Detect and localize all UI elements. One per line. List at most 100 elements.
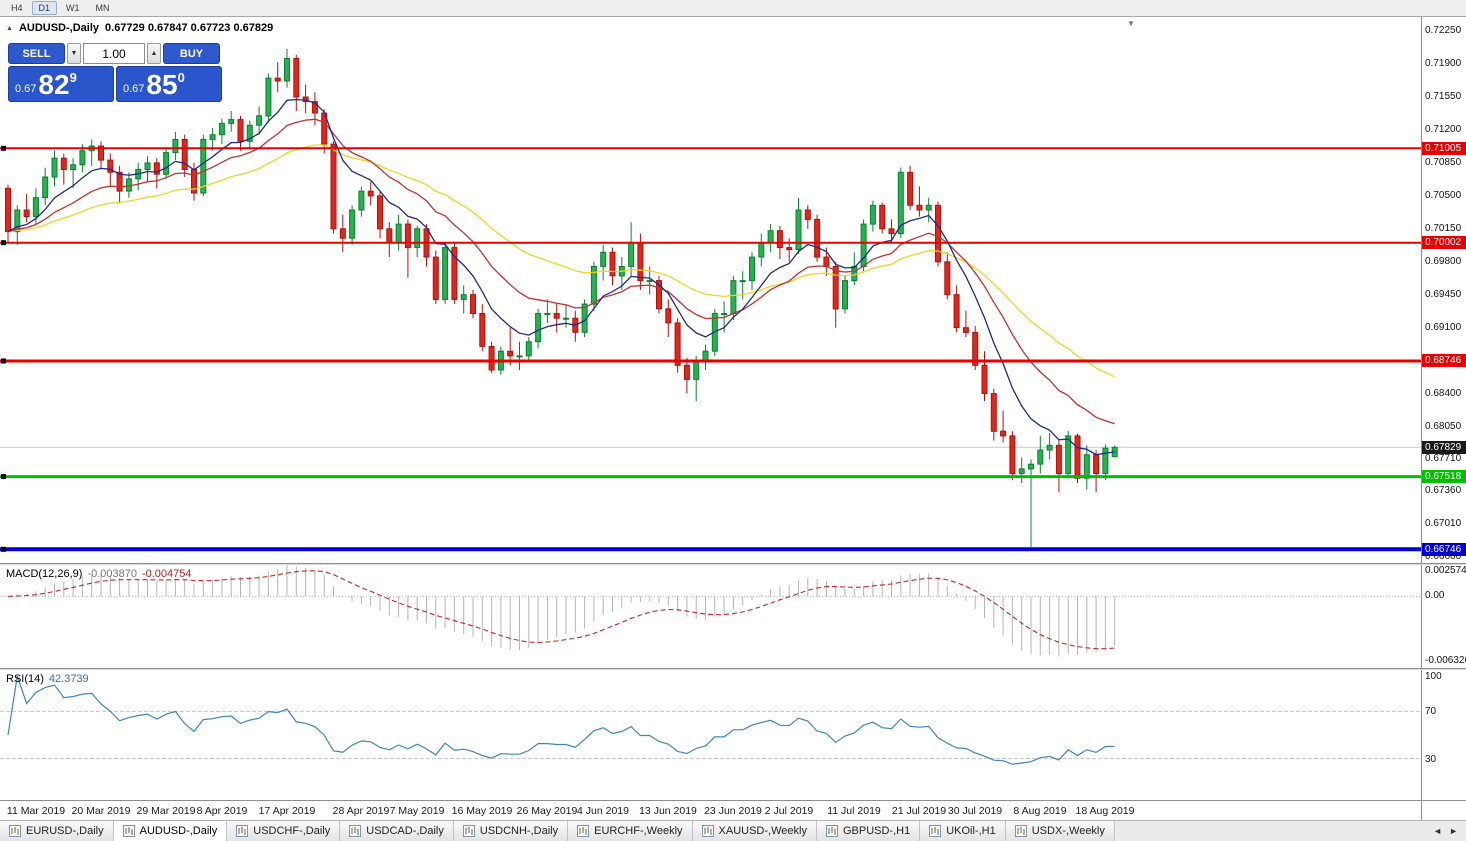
hline-handle[interactable] [1, 474, 6, 480]
period-button-d1[interactable]: D1 [31, 1, 58, 15]
tab-scroll-left-button[interactable]: ◄ [1433, 826, 1443, 836]
price-axis-label: 0.67010 [1425, 518, 1462, 529]
hline-handle[interactable] [1, 145, 6, 151]
macd-canvas[interactable] [0, 565, 1421, 668]
rsi-axis-label: 100 [1425, 671, 1442, 682]
chart-icon [825, 825, 838, 837]
period-button-group: H4 D1 W1 MN [4, 1, 119, 15]
chart-tab-eurusd[interactable]: EURUSD-,Daily [0, 821, 114, 841]
tab-label: EURUSD-,Daily [26, 825, 104, 837]
chart-ohlc-values: 0.67729 0.67847 0.67723 0.67829 [105, 22, 274, 34]
price-axis-label: 0.71900 [1425, 58, 1462, 69]
tab-label: EURCHF-,Weekly [594, 825, 683, 837]
chart-icon [236, 825, 249, 837]
macd-indicator-pane: MACD(12,26,9) -0.003870 -0.004754 0.002574… [0, 565, 1466, 668]
macd-axis[interactable]: 0.002574 0.00 -0.006326 [1421, 565, 1466, 668]
date-axis-label: 28 Apr 2019 [332, 805, 390, 817]
ma-fast-line [7, 98, 1115, 456]
macd-main-value: -0.003870 [87, 568, 137, 580]
volume-decrease-button[interactable]: ▼ [67, 43, 81, 64]
tab-label: USDCAD-,Daily [366, 825, 444, 837]
rsi-label: RSI(14) 42.3739 [6, 673, 89, 685]
hline-handle[interactable] [1, 546, 6, 552]
buy-price-pip-digit: 0 [177, 70, 185, 85]
chart-tab-ukoil[interactable]: UKOil-,H1 [920, 821, 1006, 841]
chart-tab-usdx[interactable]: USDX-,Weekly [1005, 821, 1115, 841]
buy-price-display[interactable]: 0.67 85 0 [116, 66, 222, 102]
date-axis-label: 4 Jun 2019 [577, 805, 629, 817]
tab-label: USDX-,Weekly [1031, 825, 1105, 837]
rsi-canvas[interactable] [0, 670, 1421, 800]
rsi-axis[interactable]: 100 70 30 [1421, 670, 1466, 800]
chart-icon [1014, 825, 1027, 837]
ma-slow-line [7, 144, 1115, 378]
price-axis-label: 0.70150 [1425, 223, 1462, 234]
price-axis-label: 0.68400 [1425, 388, 1462, 399]
volume-input[interactable] [83, 43, 145, 64]
tab-label: GBPUSD-,H1 [842, 825, 911, 837]
chart-tab-gbpusd[interactable]: GBPUSD-,H1 [816, 821, 921, 841]
macd-axis-label: 0.00 [1425, 590, 1445, 601]
date-axis-label: 8 Apr 2019 [196, 805, 248, 817]
macd-axis-label: 0.002574 [1425, 565, 1466, 576]
rsi-line [7, 675, 1115, 765]
chart-icon [349, 825, 362, 837]
macd-label: MACD(12,26,9) -0.003870 -0.004754 [6, 568, 192, 580]
hline-handle[interactable] [1, 358, 6, 364]
timeframe-toolbar: H4 D1 W1 MN [0, 0, 1466, 17]
chart-tab-usdchf[interactable]: USDCHF-,Daily [227, 821, 341, 841]
chart-symbol-label: AUDUSD-,Daily [18, 22, 100, 34]
chart-tab-audusd[interactable]: AUDUSD-,Daily [113, 821, 228, 841]
tab-label: UKOil-,H1 [946, 825, 996, 837]
price-axis-label: 0.67710 [1425, 453, 1462, 464]
price-axis-label: 0.71200 [1425, 124, 1462, 135]
chart-icon [929, 825, 942, 837]
tab-label: USDCHF-,Daily [253, 825, 331, 837]
collapse-trade-panel-icon[interactable]: ▲ [6, 24, 13, 32]
chart-tab-xauusd[interactable]: XAUUSD-,Weekly [692, 821, 817, 841]
volume-increase-button[interactable]: ▲ [147, 43, 161, 64]
chart-icon [701, 825, 714, 837]
date-axis-label: 8 Aug 2019 [1013, 805, 1067, 817]
price-axis-label: 0.67360 [1425, 485, 1462, 496]
chart-icon [462, 825, 475, 837]
date-axis-label: 20 Mar 2019 [71, 805, 131, 817]
date-axis-label: 18 Aug 2019 [1075, 805, 1135, 817]
price-chart-canvas[interactable] [0, 17, 1421, 563]
price-tag-0.66746: 0.66746 [1422, 543, 1466, 556]
time-axis[interactable]: 11 Mar 2019 20 Mar 2019 29 Mar 2019 8 Apr 2… [0, 800, 1466, 820]
rsi-axis-label: 70 [1425, 706, 1437, 717]
chart-tab-bar: EURUSD-,Daily AUDUSD-,Daily USDCHF-,Daily U… [0, 820, 1466, 841]
chart-tab-usdcnh[interactable]: USDCNH-,Daily [453, 821, 569, 841]
panel-splitter[interactable] [0, 668, 1466, 670]
chart-tab-usdcad[interactable]: USDCAD-,Daily [340, 821, 454, 841]
macd-signal-value: -0.004754 [141, 568, 192, 580]
period-button-w1[interactable]: W1 [66, 3, 80, 13]
price-axis-label: 0.68050 [1425, 421, 1462, 432]
price-tag-0.68746: 0.68746 [1422, 354, 1466, 367]
price-axis[interactable]: 0.72250 0.71900 0.71550 0.71200 0.70850 0.705… [1421, 17, 1466, 563]
macd-histogram [16, 565, 1116, 657]
hline-handle[interactable] [1, 240, 6, 246]
chart-icon [577, 825, 590, 837]
date-axis-label: 23 Jun 2019 [704, 805, 762, 817]
rsi-axis-label: 30 [1425, 754, 1437, 765]
date-axis-label: 29 Mar 2019 [136, 805, 196, 817]
sell-price-display[interactable]: 0.67 82 9 [8, 66, 114, 102]
period-button-mn[interactable]: MN [95, 3, 110, 13]
price-axis-label: 0.69450 [1425, 289, 1462, 300]
chart-icon [9, 825, 21, 837]
date-axis-label: 11 Mar 2019 [6, 805, 66, 817]
date-axis-label: 7 May 2019 [389, 805, 445, 817]
sell-button[interactable]: SELL [8, 43, 65, 64]
price-tag-0.70002: 0.70002 [1422, 236, 1466, 249]
panel-splitter[interactable] [0, 563, 1466, 565]
buy-button[interactable]: BUY [163, 43, 220, 64]
price-axis-label: 0.71550 [1425, 91, 1462, 102]
tab-scroll-right-button[interactable]: ► [1449, 826, 1458, 836]
price-tag-0.71005: 0.71005 [1422, 142, 1466, 155]
date-axis-label: 21 Jul 2019 [891, 805, 947, 817]
chart-tab-eurchf[interactable]: EURCHF-,Weekly [568, 821, 693, 841]
price-chart-pane: ▼ ▲ AUDUSD-,Daily 0.67729 0.67847 0.6772… [0, 17, 1466, 563]
period-button-h4[interactable]: H4 [11, 3, 23, 13]
